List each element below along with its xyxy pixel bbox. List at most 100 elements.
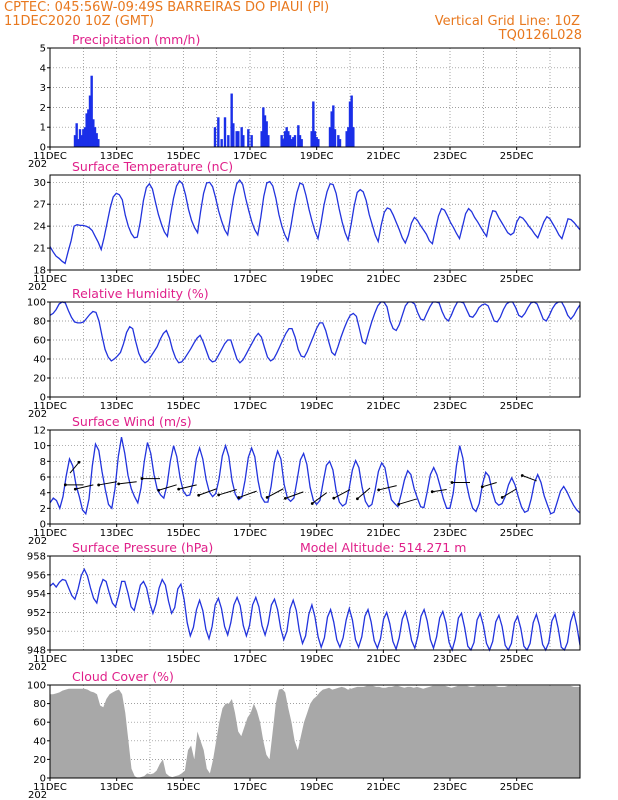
wind-arrowhead xyxy=(97,483,101,487)
wind-arrowhead xyxy=(117,482,121,486)
precip-bar xyxy=(85,113,88,147)
precip-bar xyxy=(280,135,283,147)
y-tick-label: 20 xyxy=(33,374,46,385)
wind-arrow xyxy=(266,488,284,498)
wind-arrowhead xyxy=(356,497,359,501)
y-tick-label: 954 xyxy=(27,589,46,600)
x-tick-label: 11DEC xyxy=(33,274,67,285)
panel-title-rh: Relative Humidity (%) xyxy=(72,286,209,301)
wind-arrow xyxy=(311,492,327,504)
y-tick-label: 24 xyxy=(33,222,46,233)
panel-precip: 0 1 2 3 4 5 11DEC 13DEC 15DEC 17DEC 19DEC 21DEC 23DE… xyxy=(28,32,581,170)
x-tick-label: 19DEC xyxy=(300,528,334,539)
x-tick-label: 23DEC xyxy=(433,528,467,539)
x-tick-label: 15DEC xyxy=(166,274,200,285)
wind-arrowhead xyxy=(332,496,336,500)
x-tick-label: 25DEC xyxy=(500,654,534,665)
x-tick-label: 25DEC xyxy=(500,274,534,285)
precip-bar xyxy=(223,117,227,147)
y-tick-label: 100 xyxy=(27,298,46,309)
run-time-label: 11DEC2020 10Z (GMT) xyxy=(4,14,154,29)
wind-arrow xyxy=(158,484,177,491)
wind-arrow xyxy=(482,482,497,488)
wind-arrowhead xyxy=(430,490,434,494)
y-tick-label: 30 xyxy=(33,178,46,189)
x-tick-label: 21DEC xyxy=(366,528,400,539)
precip-bar xyxy=(350,95,353,147)
rh-line xyxy=(49,301,581,364)
y-tick-label: 8 xyxy=(40,457,46,468)
x-tick-label: 15DEC xyxy=(166,401,200,412)
x-tick-label: 25DEC xyxy=(500,151,534,162)
x-tick-label: 13DEC xyxy=(100,401,134,412)
precip-bar xyxy=(88,95,92,147)
x-tick-label: 15DEC xyxy=(166,782,200,793)
wind-arrow xyxy=(238,490,257,499)
wind-arrowhead xyxy=(177,487,181,491)
x-year-label: 202 xyxy=(28,282,47,293)
x-tick-label: 23DEC xyxy=(433,274,467,285)
precip-bar xyxy=(348,101,352,147)
y-tick-label: 21 xyxy=(33,244,46,255)
precip-bar xyxy=(282,139,285,147)
precip-bar xyxy=(77,139,80,147)
x-tick-label: 25DEC xyxy=(500,401,534,412)
y-tick-label: 0 xyxy=(40,520,46,531)
panel-title-temp: Surface Temperature (nC) xyxy=(72,159,233,174)
wind-arrow xyxy=(357,487,371,500)
panel-frame xyxy=(49,301,581,398)
x-tick-label: 21DEC xyxy=(366,654,400,665)
y-tick-label: 2 xyxy=(40,103,46,114)
x-tick-label: 25DEC xyxy=(500,782,534,793)
wind-arrowhead xyxy=(500,495,504,499)
x-tick-label: 17DEC xyxy=(233,528,267,539)
wind-arrow xyxy=(218,489,237,496)
panel-frame xyxy=(49,174,581,271)
precip-bar xyxy=(330,111,333,147)
precip-bar xyxy=(345,131,348,147)
y-tick-label: 12 xyxy=(33,426,46,437)
x-tick-label: 23DEC xyxy=(433,782,467,793)
wind-arrowhead xyxy=(480,485,484,489)
precip-bar xyxy=(315,137,318,147)
y-tick-label: 0 xyxy=(40,774,46,785)
panel-temp: 18 21 24 27 30 11DEC 13DEC 15DEC 17DEC 19DEC 21DEC… xyxy=(28,159,581,293)
y-tick-label: 80 xyxy=(33,699,46,710)
cloud-area xyxy=(50,685,580,778)
y-tick-label: 0 xyxy=(40,143,46,154)
precip-bar xyxy=(290,139,293,147)
x-year-label: 202 xyxy=(28,662,47,673)
precip-bar xyxy=(90,75,93,147)
precip-bar xyxy=(230,93,233,147)
precip-bar xyxy=(83,127,87,147)
precip-bar xyxy=(78,129,82,147)
y-tick-label: 10 xyxy=(33,441,46,452)
precip-bar xyxy=(293,135,297,147)
wind-arrow xyxy=(398,498,417,505)
x-tick-label: 19DEC xyxy=(300,274,334,285)
x-tick-label: 15DEC xyxy=(166,654,200,665)
precip-bar xyxy=(247,129,250,147)
temp-line xyxy=(49,179,581,265)
precip-bar xyxy=(217,117,220,147)
x-tick-label: 11DEC xyxy=(33,782,67,793)
precip-bar xyxy=(262,107,265,147)
precip-bar xyxy=(80,135,83,147)
y-tick-label: 4 xyxy=(40,488,46,499)
precip-bar xyxy=(312,101,315,147)
x-tick-label: 17DEC xyxy=(233,274,267,285)
y-tick-label: 3 xyxy=(40,83,46,94)
y-tick-label: 1 xyxy=(40,123,46,134)
x-tick-label: 13DEC xyxy=(100,151,134,162)
precip-bar xyxy=(300,139,303,147)
precip-bar xyxy=(213,127,217,147)
y-tick-label: 80 xyxy=(33,317,46,328)
precip-bar xyxy=(232,123,235,147)
x-tick-label: 11DEC xyxy=(33,528,67,539)
x-year-label: 202 xyxy=(28,409,47,420)
x-tick-label: 19DEC xyxy=(300,151,334,162)
wind-line xyxy=(49,436,581,516)
precip-bar xyxy=(87,109,90,147)
x-tick-label: 19DEC xyxy=(300,654,334,665)
